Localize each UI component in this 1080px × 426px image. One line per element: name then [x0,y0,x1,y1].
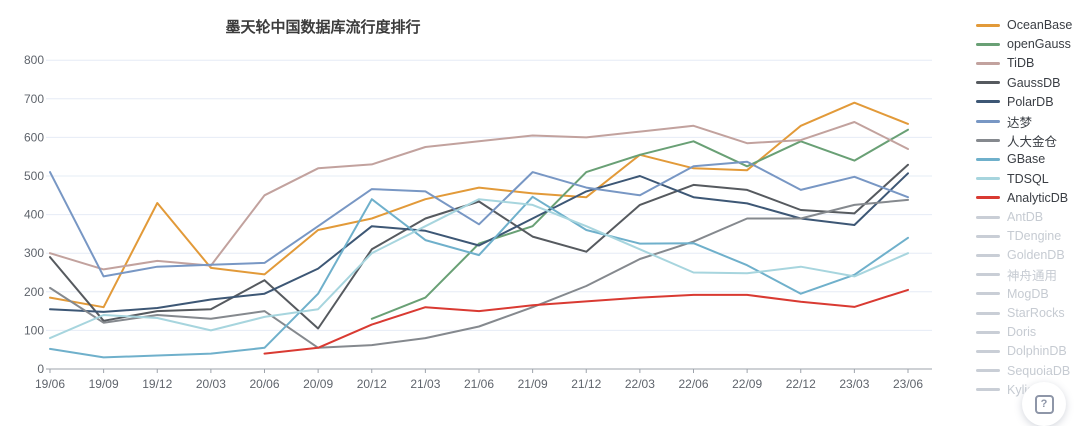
x-tick-label: 23/03 [839,377,869,391]
x-tick-label: 20/06 [249,377,279,391]
y-tick-label: 300 [24,246,44,260]
legend-line-swatch [976,215,1000,219]
popularity-chart: 0 100 200 300 400 500 600 700 800 19/06 19/09 19/12… [24,53,932,391]
y-tick-label: 600 [24,130,44,144]
x-tick-label: 22/06 [678,377,708,391]
x-tick-label: 22/12 [786,377,816,391]
legend-item-GoldenDB[interactable]: GoldenDB [976,248,1065,262]
legend-item-人大金仓[interactable]: 人大金仓 [976,133,1058,149]
legend-label: AntDB [1007,210,1044,224]
legend-item-TDSQL[interactable]: TDSQL [976,172,1049,186]
legend-label: GBase [1007,152,1046,167]
legend-item-MogDB[interactable]: MogDB [976,287,1049,301]
x-tick-label: 21/03 [410,377,440,391]
legend-item-openGauss[interactable]: openGauss [976,37,1071,51]
x-tick-label: 19/06 [35,377,65,391]
legend-line-swatch [976,119,1000,123]
legend-line-swatch [976,23,1000,27]
series-line-人大金仓 [49,198,909,349]
x-tick-label: 20/12 [357,377,387,391]
series-line-达梦 [49,160,909,278]
series-line-TDSQL [49,198,909,340]
legend-item-StarRocks[interactable]: StarRocks [976,306,1065,320]
y-tick-label: 200 [24,285,44,299]
legend-line-swatch [976,253,1000,257]
legend-item-AnalyticDB[interactable]: AnalyticDB [976,191,1068,205]
question-icon: ? [1034,394,1054,414]
x-tick-label: 19/09 [89,377,119,391]
legend-line-swatch [976,157,1000,161]
legend-label: DolphinDB [1007,344,1067,359]
legend-item-神舟通用[interactable]: 神舟通用 [976,268,1058,284]
legend-item-达梦[interactable]: 达梦 [976,114,1033,130]
legend-line-swatch [976,196,1000,200]
legend-line-swatch [976,81,1000,85]
legend-line-swatch [976,138,1000,142]
legend-item-DolphinDB[interactable]: DolphinDB [976,344,1067,358]
series-line-GBase [49,195,909,359]
legend-line-swatch [976,292,1000,296]
x-tick-label: 20/09 [303,377,333,391]
series-line-GaussDB [49,163,909,330]
legend-line-swatch [976,311,1000,315]
x-tick-label: 21/09 [518,377,548,391]
legend-line-swatch [976,330,1000,334]
legend-label: GaussDB [1007,75,1061,90]
x-tick-label: 22/09 [732,377,762,391]
series-line-AnalyticDB [263,288,909,355]
legend-line-swatch [976,349,1000,353]
legend-label: StarRocks [1007,306,1065,320]
legend-label: OceanBase [1007,18,1073,32]
legend-line-swatch [976,273,1000,277]
y-tick-label: 400 [24,208,44,222]
legend-line-swatch [976,388,1000,392]
legend-item-SequoiaDB[interactable]: SequoiaDB [976,364,1070,378]
legend-label: SequoiaDB [1007,363,1071,378]
legend-item-TDengine[interactable]: TDengine [976,229,1061,243]
x-tick-label: 21/06 [464,377,494,391]
legend-label: PolarDB [1007,94,1054,109]
x-tick-label: 23/06 [893,377,923,391]
legend-label: MogDB [1007,286,1049,301]
legend-item-PolarDB[interactable]: PolarDB [976,95,1054,109]
legend-label: TDSQL [1007,171,1049,186]
y-tick-label: 0 [37,362,44,376]
legend-line-swatch [976,234,1000,238]
page-title: 墨天轮中国数据库流行度排行 [225,19,421,36]
legend-label: 人大金仓 [1007,134,1058,149]
legend-line-swatch [976,369,1000,373]
legend-item-AntDB[interactable]: AntDB [976,210,1043,224]
y-tick-label: 100 [24,323,44,337]
legend-item-GBase[interactable]: GBase [976,152,1045,166]
legend-item-OceanBase[interactable]: OceanBase [976,18,1072,32]
legend-label: TiDB [1007,56,1035,71]
x-tick-label: 21/12 [571,377,601,391]
legend-line-swatch [976,61,1000,65]
help-button[interactable]: ? [1022,382,1066,426]
series-line-PolarDB [49,172,909,313]
series-line-openGauss [370,128,909,320]
legend-label: TDengine [1007,229,1062,244]
x-tick-label: 19/12 [142,377,172,391]
y-tick-label: 800 [24,53,44,67]
legend-label: openGauss [1007,37,1071,52]
y-tick-label: 700 [24,92,44,106]
legend-item-TiDB[interactable]: TiDB [976,56,1034,70]
legend-item-Doris[interactable]: Doris [976,325,1036,339]
legend-item-GaussDB[interactable]: GaussDB [976,76,1061,90]
series-line-OceanBase [49,101,909,309]
legend-label: 神舟通用 [1007,269,1058,284]
legend-label: AnalyticDB [1007,190,1069,205]
legend-label: 达梦 [1007,115,1033,130]
y-tick-label: 500 [24,169,44,183]
legend-label: Doris [1007,325,1037,340]
legend-label: GoldenDB [1007,248,1065,263]
x-tick-label: 20/03 [196,377,226,391]
legend-line-swatch [976,177,1000,181]
legend-line-swatch [976,42,1000,46]
series-line-TiDB [49,121,909,271]
legend-line-swatch [976,100,1000,104]
x-tick-label: 22/03 [625,377,655,391]
